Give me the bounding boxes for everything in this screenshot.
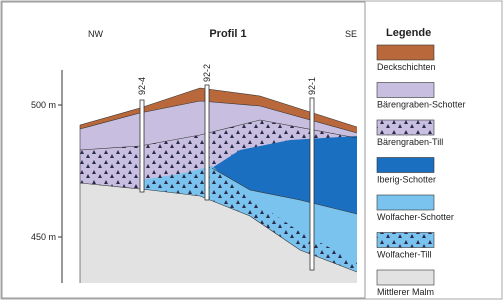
legend-label: Bärengraben-Schotter xyxy=(377,100,466,110)
legend-swatch xyxy=(377,195,434,210)
direction-right: SE xyxy=(345,29,357,39)
legend-swatch xyxy=(377,270,434,285)
borehole-label: 92-1 xyxy=(307,77,317,95)
elevation-label: 500 m xyxy=(31,100,56,110)
legend-label: Mittlerer Malm xyxy=(377,287,434,297)
legend-title: Legende xyxy=(386,27,431,39)
legend-swatch-pattern xyxy=(377,120,434,135)
legend-swatch-pattern xyxy=(377,233,434,248)
legend-swatch xyxy=(377,45,434,60)
elevation-label: 450 m xyxy=(31,232,56,242)
legend-swatch xyxy=(377,83,434,98)
legend-label: Wolfacher-Till xyxy=(377,250,432,260)
direction-left: NW xyxy=(88,29,103,39)
borehole-label: 92-2 xyxy=(202,64,212,82)
geology-profile: 500 m 450 m NW Profil 1 SE 92-4 92-2 92-… xyxy=(0,0,503,300)
legend-swatch xyxy=(377,158,434,173)
legend-label: Bärengraben-Till xyxy=(377,137,443,147)
borehole-label: 92-4 xyxy=(137,77,147,95)
borehole xyxy=(140,100,144,192)
profile xyxy=(80,85,357,283)
legend-label: Wolfacher-Schotter xyxy=(377,212,454,222)
legend-label: Iberig-Schotter xyxy=(377,175,436,185)
borehole xyxy=(310,98,314,270)
profile-title: Profil 1 xyxy=(209,28,246,40)
legend-label: Deckschichten xyxy=(377,62,436,72)
borehole xyxy=(205,85,209,200)
